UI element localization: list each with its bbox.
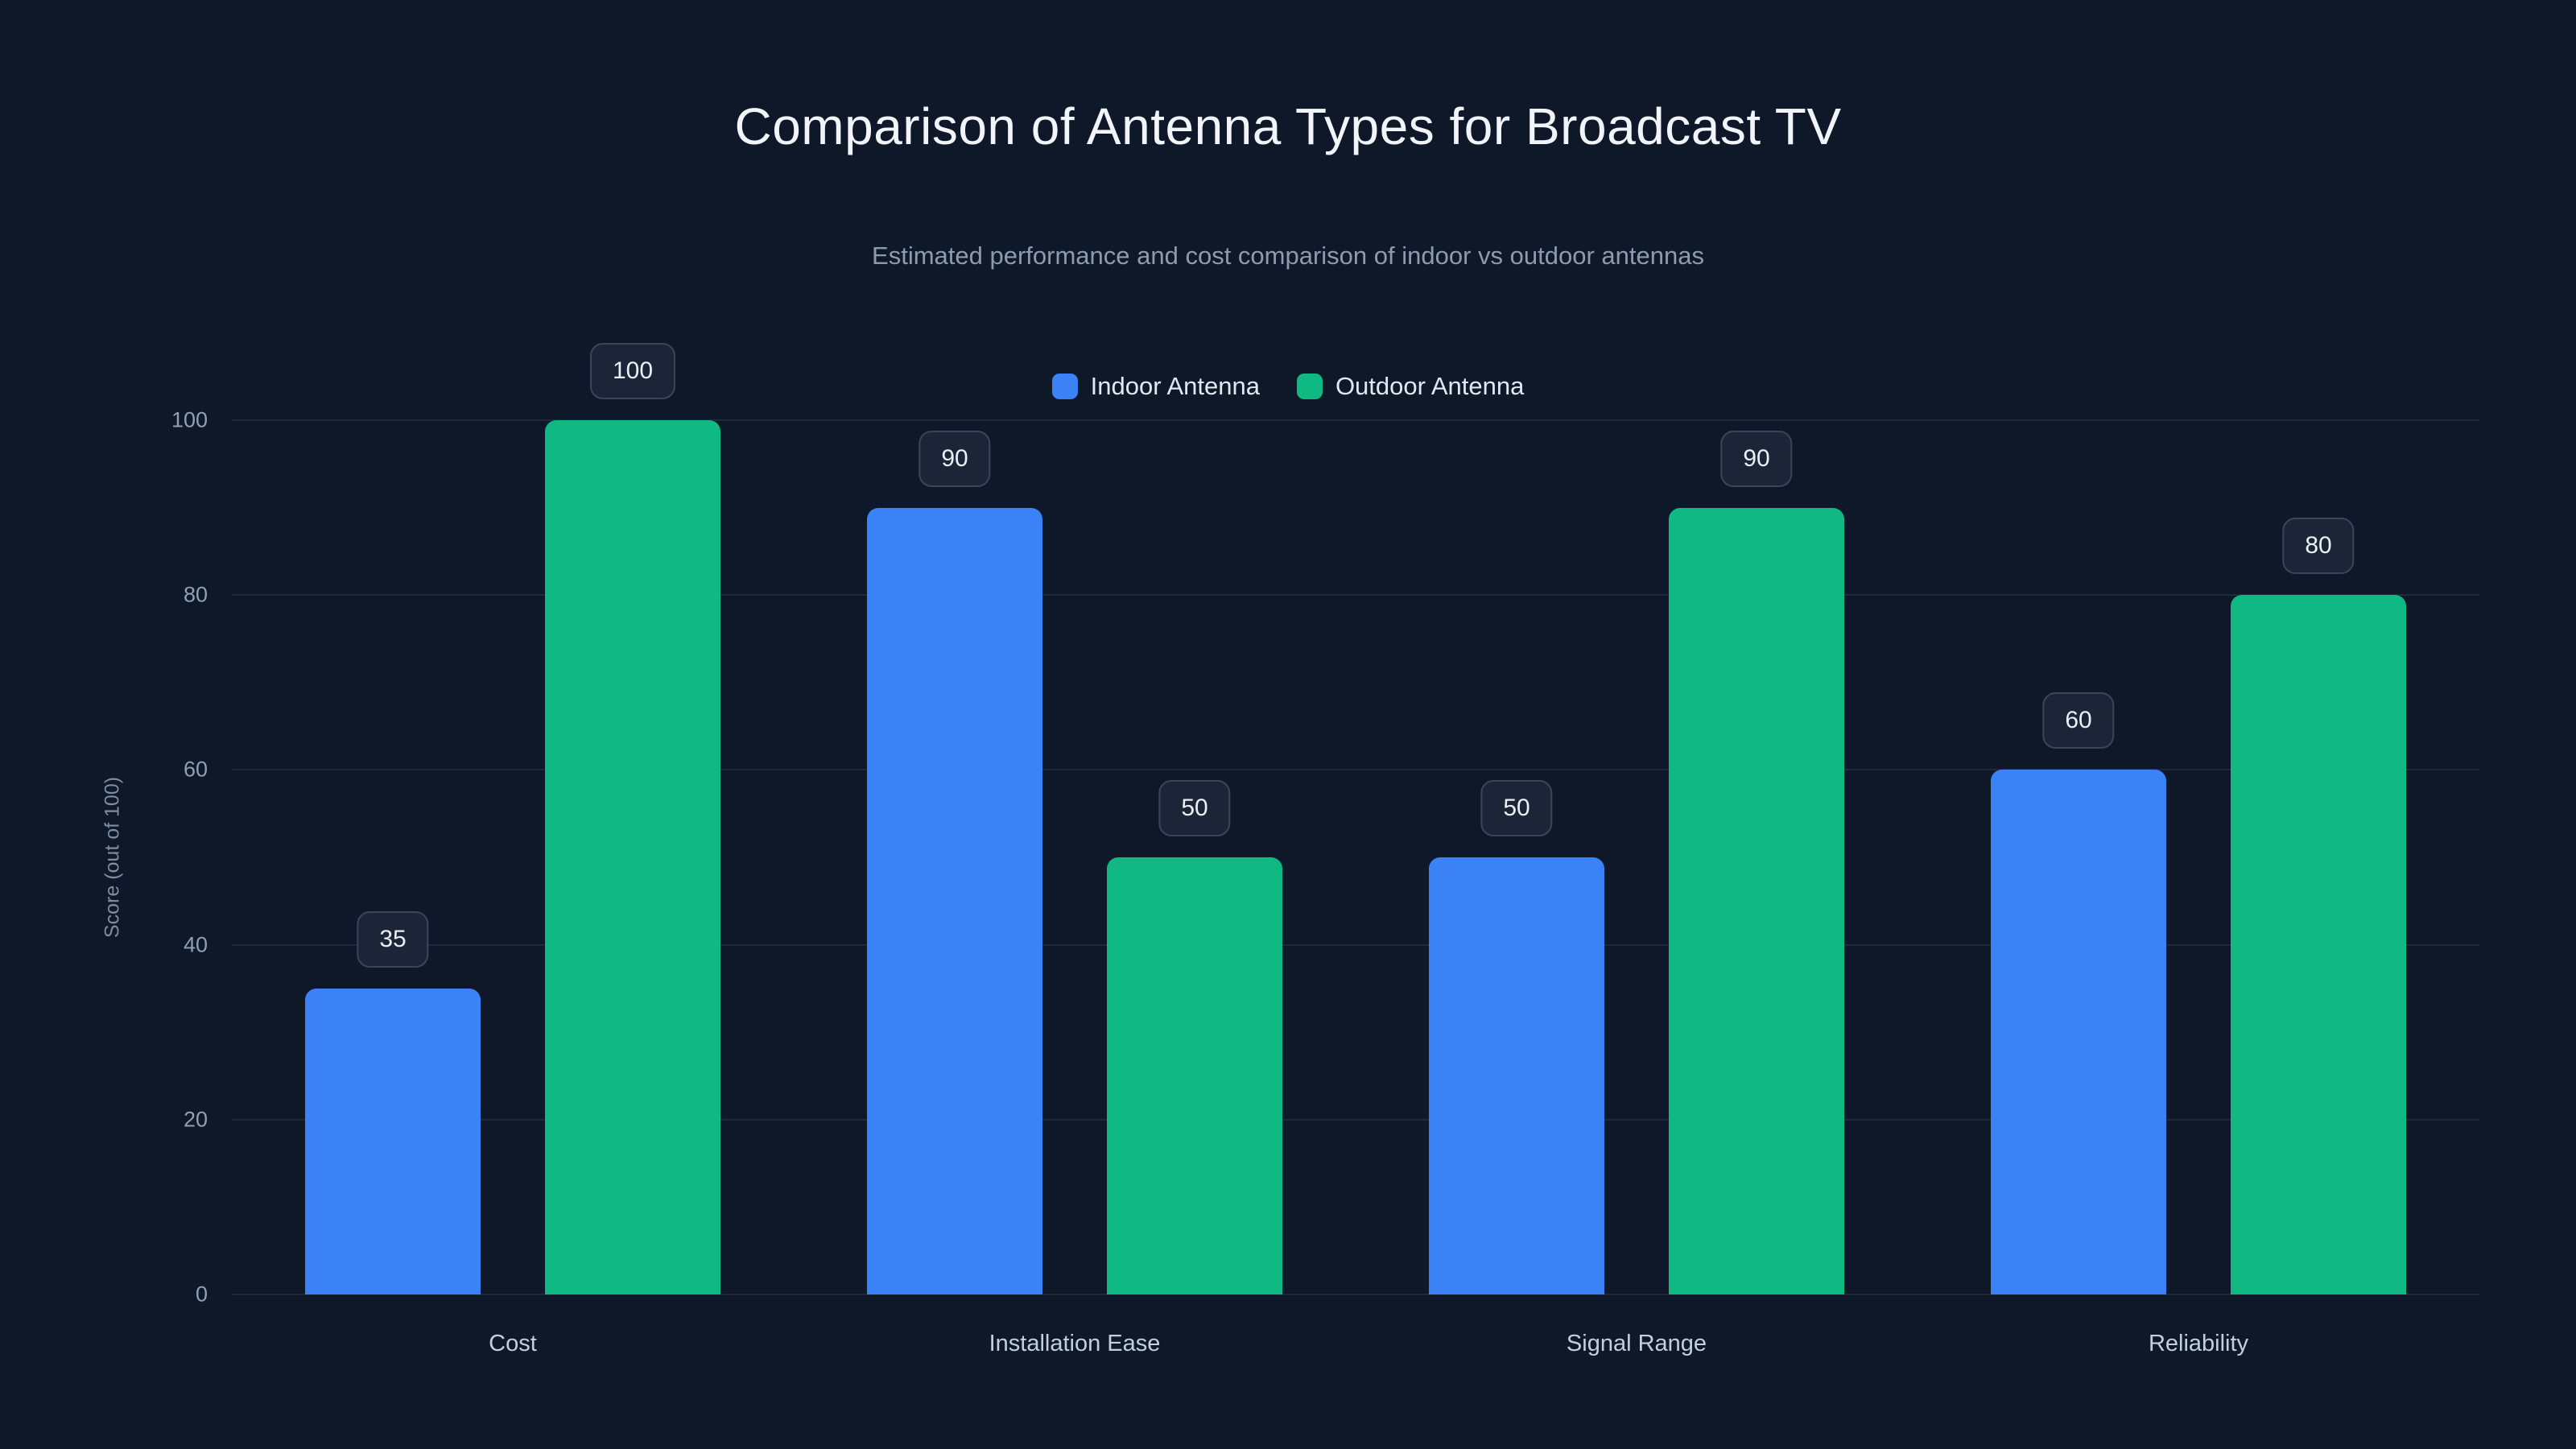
value-label-indoor-antenna-signal-range: 50	[1480, 780, 1553, 836]
bar-indoor-antenna-reliability	[1991, 770, 2166, 1294]
y-tick-label: 60	[183, 757, 208, 782]
value-label-outdoor-antenna-installation-ease: 50	[1158, 780, 1231, 836]
y-tick-label: 80	[183, 582, 208, 607]
x-axis-label-signal-range: Signal Range	[1566, 1331, 1707, 1356]
outdoor-antenna-swatch-icon	[1296, 374, 1323, 399]
chart-subtitle: Estimated performance and cost compariso…	[872, 242, 1704, 270]
value-label-indoor-antenna-installation-ease: 90	[919, 430, 991, 487]
value-label-indoor-antenna-reliability: 60	[2042, 692, 2115, 749]
bar-outdoor-antenna-reliability	[2231, 595, 2406, 1294]
bar-outdoor-antenna-cost	[545, 420, 720, 1294]
indoor-antenna-swatch-icon	[1051, 374, 1078, 399]
chart-title: Comparison of Antenna Types for Broadcas…	[734, 97, 1842, 155]
y-tick-label: 40	[183, 932, 208, 957]
y-tick-label: 0	[195, 1282, 208, 1307]
gridline-y-80: 80	[184, 583, 2479, 607]
x-axis-label-reliability: Reliability	[2148, 1331, 2249, 1356]
value-label-outdoor-antenna-reliability: 80	[2282, 518, 2355, 575]
value-label-outdoor-antenna-cost: 100	[589, 343, 676, 399]
x-axis-label-installation-ease: Installation Ease	[989, 1331, 1161, 1356]
plot-area: 0 20 40 60 80 100 Cost 35 100 Installation Ease 90…	[171, 343, 2479, 1356]
x-axis-label-cost: Cost	[489, 1331, 537, 1356]
legend-label-indoor-antenna: Indoor Antenna	[1090, 372, 1260, 400]
bar-indoor-antenna-signal-range	[1429, 857, 1604, 1294]
value-label-indoor-antenna-cost: 35	[357, 910, 429, 968]
legend-label-outdoor-antenna: Outdoor Antenna	[1335, 372, 1525, 400]
bar-indoor-antenna-installation-ease	[867, 507, 1042, 1294]
gridline-y-0: 0	[196, 1282, 2479, 1307]
bar-outdoor-antenna-signal-range	[1669, 507, 1844, 1294]
bar-indoor-antenna-cost	[305, 988, 481, 1294]
gridline-y-20: 20	[184, 1107, 2479, 1131]
legend: Indoor Antenna Outdoor Antenna	[0, 372, 2576, 401]
bar-outdoor-antenna-installation-ease	[1107, 857, 1282, 1294]
gridline-y-100: 100	[171, 408, 2479, 432]
gridline-y-40: 40	[184, 932, 2479, 956]
y-axis-title: Score (out of 100)	[101, 776, 124, 939]
value-label-outdoor-antenna-signal-range: 90	[1720, 430, 1793, 487]
y-tick-label: 100	[171, 407, 208, 432]
gridline-y-60: 60	[184, 758, 2479, 782]
legend-item-indoor-antenna: Indoor Antenna	[1051, 372, 1260, 401]
legend-item-outdoor-antenna: Outdoor Antenna	[1296, 372, 1525, 401]
y-tick-label: 20	[183, 1107, 208, 1132]
